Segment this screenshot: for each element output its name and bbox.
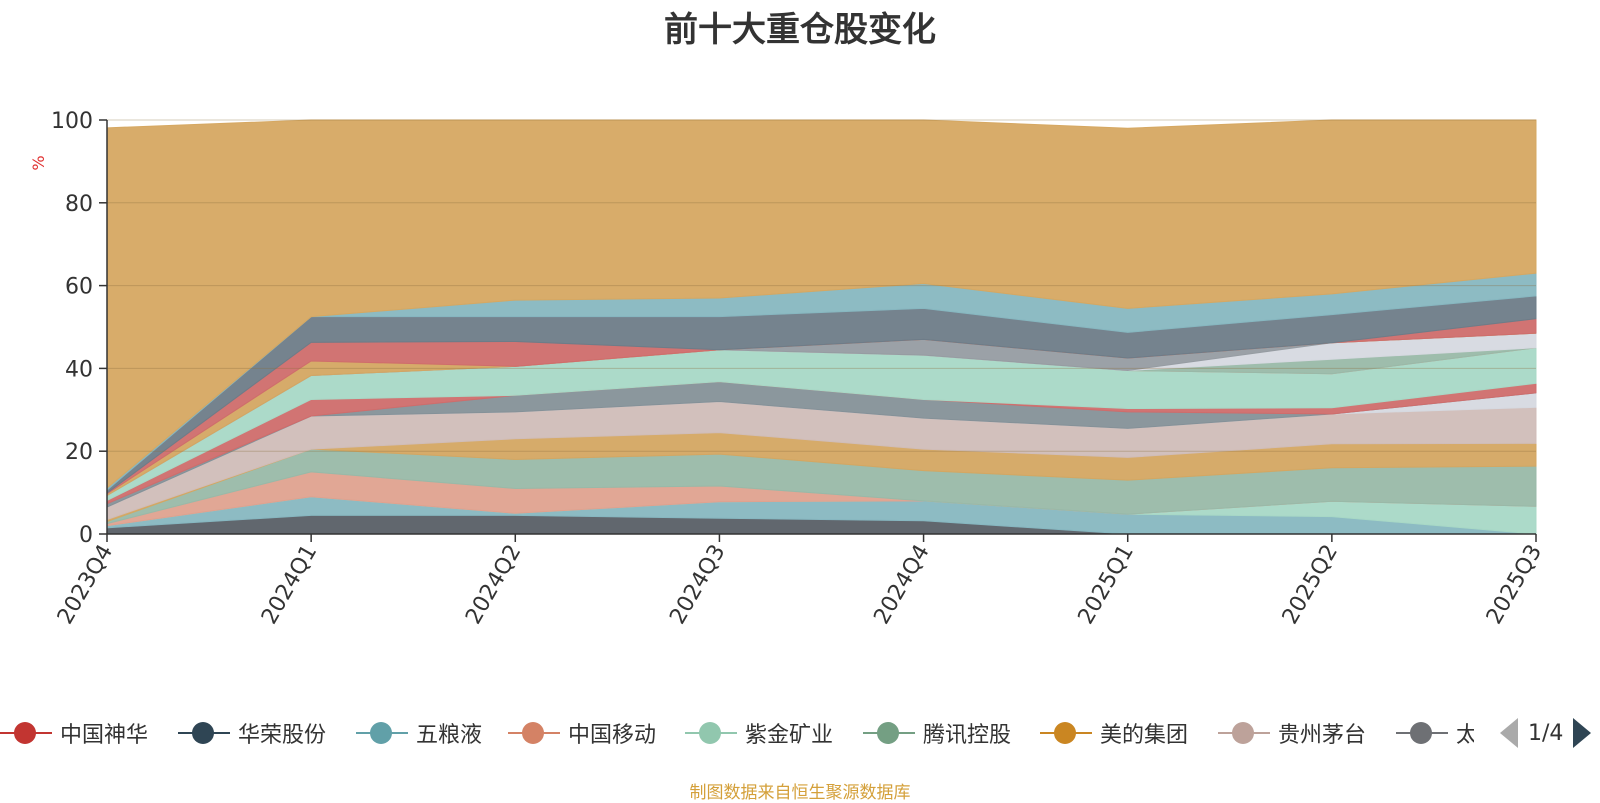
legend-marker-icon — [1040, 713, 1092, 753]
legend-prev-page-icon[interactable] — [1500, 718, 1518, 748]
legend-item-7[interactable]: 贵州茅台 — [1218, 713, 1366, 753]
legend-item-3[interactable]: 中国移动 — [508, 713, 656, 753]
x-tick-label-2024Q4: 2024Q4 — [869, 541, 934, 629]
legend-label: 太阳 — [1456, 723, 1474, 748]
legend-item-1[interactable]: 华荣股份 — [178, 713, 326, 753]
legend-marker-icon — [863, 713, 915, 753]
x-tick-label-2024Q3: 2024Q3 — [665, 541, 730, 629]
legend-item-5[interactable]: 腾讯控股 — [863, 713, 1011, 753]
legend-marker-icon — [685, 713, 737, 753]
legend-marker-icon — [508, 713, 560, 753]
legend-marker-icon — [356, 713, 408, 753]
legend-item-2[interactable]: 五粮液 — [356, 713, 482, 753]
y-tick-label-100: 100 — [51, 109, 93, 134]
legend-marker-icon — [178, 713, 230, 753]
x-tick-label-2025Q2: 2025Q2 — [1278, 541, 1343, 629]
legend-page-indicator: 1/4 — [1528, 720, 1564, 746]
legend-label: 紫金矿业 — [745, 723, 834, 748]
x-tick-label-2024Q2: 2024Q2 — [461, 541, 526, 629]
y-tick-label-0: 0 — [79, 523, 93, 548]
legend-marker-icon — [0, 713, 52, 753]
x-tick-label-2024Q1: 2024Q1 — [257, 541, 322, 629]
legend-label: 中国移动 — [568, 723, 657, 748]
y-tick-label-60: 60 — [65, 275, 93, 300]
area-series-group — [106, 119, 1537, 535]
legend: 中国神华 华荣股份 五粮液 中国移动 紫金矿业 腾讯控股 美的集团 贵州茅台 太阳 1/4 — [0, 713, 1600, 753]
y-tick-labels: 0 20 40 60 80 100 — [51, 109, 107, 548]
source-note: 制图数据来自恒生聚源数据库 — [689, 783, 911, 803]
x-tick-labels: 2023Q4 2024Q1 2024Q2 2024Q3 2024Q4 2025Q1 2025… — [53, 534, 1547, 629]
legend-label: 华荣股份 — [238, 723, 327, 748]
area-series-19 — [106, 119, 1537, 490]
chart-title: 前十大重仓股变化 — [664, 10, 936, 50]
grid-lines — [107, 119, 1536, 452]
legend-item-0[interactable]: 中国神华 — [0, 713, 148, 753]
y-tick-label-20: 20 — [65, 440, 93, 465]
legend-item-8[interactable]: 太阳 — [1396, 713, 1474, 753]
x-tick-label-2025Q3: 2025Q3 — [1482, 541, 1547, 629]
legend-label: 贵州茅台 — [1278, 723, 1367, 748]
legend-label: 五粮液 — [416, 723, 483, 748]
x-tick-label-2023Q4: 2023Q4 — [53, 541, 118, 629]
x-tick-label-2025Q1: 2025Q1 — [1074, 541, 1139, 629]
legend-next-page-icon[interactable] — [1573, 718, 1592, 748]
legend-pager: 1/4 — [1500, 713, 1592, 753]
y-tick-label-40: 40 — [65, 357, 93, 382]
axes — [106, 120, 1536, 535]
legend-items: 中国神华 华荣股份 五粮液 中国移动 紫金矿业 腾讯控股 美的集团 贵州茅台 太阳 — [0, 713, 1474, 753]
y-tick-label-80: 80 — [65, 192, 93, 217]
legend-marker-icon — [1396, 713, 1448, 753]
y-axis-label: % — [29, 155, 48, 170]
legend-label: 中国神华 — [60, 723, 149, 748]
legend-label: 美的集团 — [1100, 723, 1189, 748]
legend-label: 腾讯控股 — [923, 723, 1012, 748]
legend-item-6[interactable]: 美的集团 — [1040, 713, 1188, 753]
legend-marker-icon — [1218, 713, 1270, 753]
legend-item-4[interactable]: 紫金矿业 — [685, 713, 833, 753]
